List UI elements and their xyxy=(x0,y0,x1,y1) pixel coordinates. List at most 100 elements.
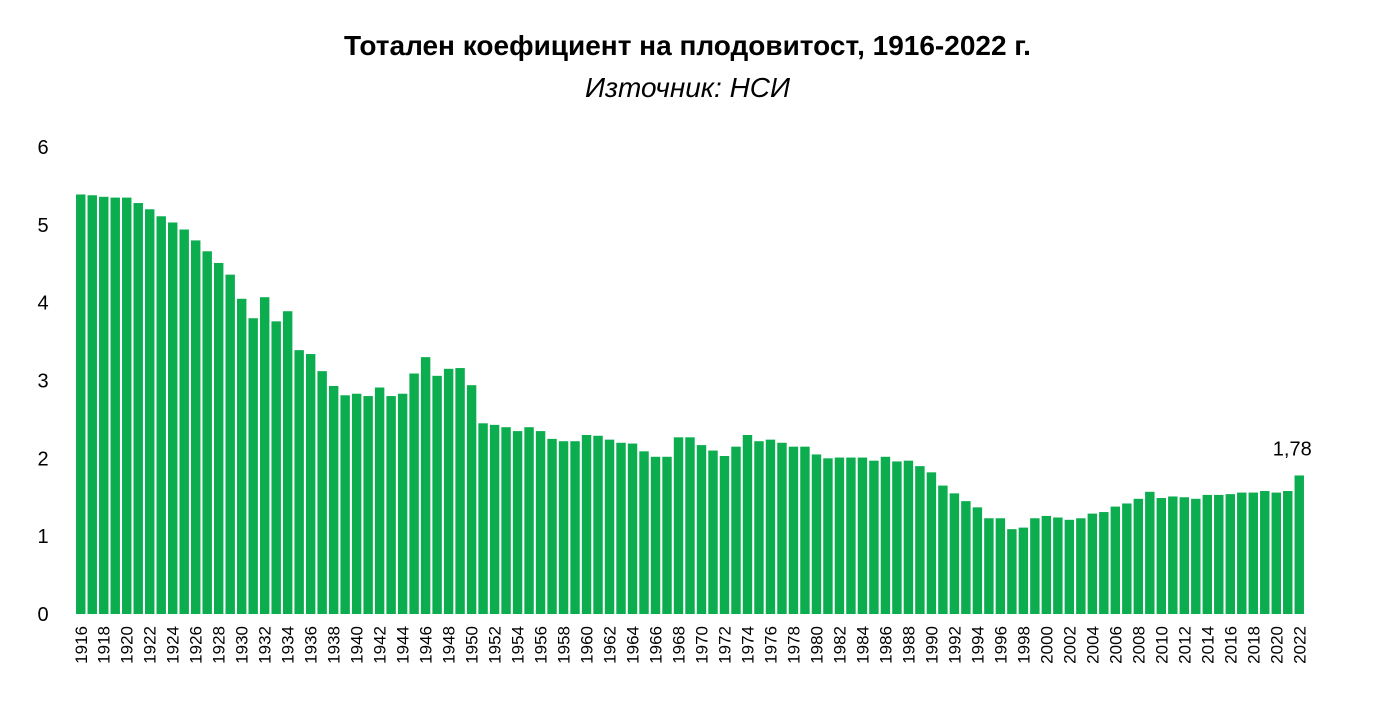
bar-2010 xyxy=(1156,498,1167,614)
bar-1997 xyxy=(1007,529,1017,614)
x-tick-label: 1968 xyxy=(670,626,689,664)
x-tick-label: 2016 xyxy=(1221,626,1240,664)
bar-1961 xyxy=(593,435,603,614)
bar-1966 xyxy=(650,456,661,614)
bar-1935 xyxy=(294,350,304,614)
bar-2012 xyxy=(1179,497,1190,614)
x-tick-label: 1948 xyxy=(440,626,459,664)
x-tick-label: 1932 xyxy=(256,626,275,664)
bar-1950 xyxy=(466,385,477,614)
bar-1925 xyxy=(179,229,189,614)
x-tick-label: 1978 xyxy=(784,626,803,664)
bar-2004 xyxy=(1087,513,1098,614)
x-tick-label: 2004 xyxy=(1083,626,1102,664)
bar-1956 xyxy=(535,431,546,614)
bar-1998 xyxy=(1018,527,1029,614)
x-tick-label: 1970 xyxy=(693,626,712,664)
x-tick-label: 2018 xyxy=(1244,626,1263,664)
x-tick-label: 2006 xyxy=(1106,626,1125,664)
x-tick-label: 1976 xyxy=(761,626,780,664)
bars-group xyxy=(76,194,1304,615)
bar-1974 xyxy=(742,434,753,614)
y-tick-label: 4 xyxy=(37,293,48,315)
bar-1948 xyxy=(443,368,454,614)
bar-1954 xyxy=(512,431,523,614)
x-tick-label: 1986 xyxy=(876,626,895,664)
bar-1920 xyxy=(122,197,132,614)
bar-1977 xyxy=(777,442,787,614)
x-tick-label: 1924 xyxy=(164,626,183,664)
bar-1999 xyxy=(1030,518,1040,614)
bar-1937 xyxy=(317,371,327,614)
y-tick-label: 0 xyxy=(37,604,48,626)
bar-2007 xyxy=(1122,503,1132,614)
bar-2009 xyxy=(1145,491,1155,614)
bar-1941 xyxy=(363,396,373,614)
bar-1989 xyxy=(915,466,925,614)
bar-1994 xyxy=(972,507,983,614)
bar-1931 xyxy=(248,318,258,614)
bar-1916 xyxy=(76,194,86,615)
x-tick-label: 2010 xyxy=(1152,626,1171,664)
x-tick-label: 1920 xyxy=(118,626,137,664)
bar-1982 xyxy=(834,457,845,614)
bar-1964 xyxy=(627,443,638,614)
x-tick-label: 1946 xyxy=(417,626,436,664)
bar-2018 xyxy=(1248,492,1258,614)
bar-1947 xyxy=(432,375,442,614)
x-tick-label: 1944 xyxy=(394,626,413,664)
bar-1942 xyxy=(374,387,385,614)
bar-2013 xyxy=(1191,498,1201,614)
bar-1951 xyxy=(478,423,488,614)
bar-1990 xyxy=(926,472,937,614)
x-tick-label: 1998 xyxy=(1014,626,1033,664)
bar-1930 xyxy=(236,298,247,614)
x-tick-label: 1922 xyxy=(141,626,160,664)
bar-1946 xyxy=(420,357,431,614)
bar-1936 xyxy=(305,354,316,614)
bar-1984 xyxy=(857,457,868,614)
bar-2006 xyxy=(1110,506,1121,614)
bar-1934 xyxy=(282,311,293,614)
bar-2003 xyxy=(1076,518,1086,614)
bar-1976 xyxy=(765,439,776,614)
bar-2016 xyxy=(1225,494,1235,614)
bar-2014 xyxy=(1202,494,1213,614)
bar-1953 xyxy=(501,427,511,614)
bar-1967 xyxy=(662,456,672,614)
bar-1922 xyxy=(145,209,155,614)
y-tick-label: 1 xyxy=(37,526,48,548)
x-tick-label: 1918 xyxy=(95,626,114,664)
bar-1959 xyxy=(570,441,580,614)
y-axis: 0 1 2 3 4 5 6 xyxy=(37,137,48,626)
bar-1939 xyxy=(340,395,350,614)
x-tick-label: 1960 xyxy=(578,626,597,664)
x-tick-label: 2000 xyxy=(1037,626,1056,664)
x-tick-label: 1928 xyxy=(210,626,229,664)
bar-1995 xyxy=(984,518,994,614)
bar-1940 xyxy=(351,393,362,614)
x-tick-label: 2002 xyxy=(1060,626,1079,664)
bar-1932 xyxy=(259,297,270,614)
x-axis: 1916 1918 1920 1922 1924 1926 1928 1930 1932 1934… xyxy=(72,626,1310,664)
bar-1943 xyxy=(386,396,396,614)
bar-1955 xyxy=(524,427,534,614)
bar-1993 xyxy=(961,501,971,614)
bar-1921 xyxy=(133,203,143,615)
bar-1949 xyxy=(455,368,465,614)
bar-1979 xyxy=(800,446,810,614)
x-tick-label: 1934 xyxy=(279,626,298,664)
bar-1938 xyxy=(328,385,339,614)
x-tick-label: 1942 xyxy=(371,626,390,664)
x-tick-label: 1982 xyxy=(830,626,849,664)
bar-2022 xyxy=(1294,475,1304,614)
bar-1980 xyxy=(811,454,822,614)
x-tick-label: 1958 xyxy=(555,626,574,664)
bar-1968 xyxy=(673,437,684,614)
bar-2001 xyxy=(1053,517,1063,614)
x-tick-label: 1916 xyxy=(72,626,91,664)
bar-1987 xyxy=(892,461,902,614)
bar-1928 xyxy=(213,262,224,614)
bar-1926 xyxy=(190,240,201,614)
bar-1918 xyxy=(99,196,109,614)
